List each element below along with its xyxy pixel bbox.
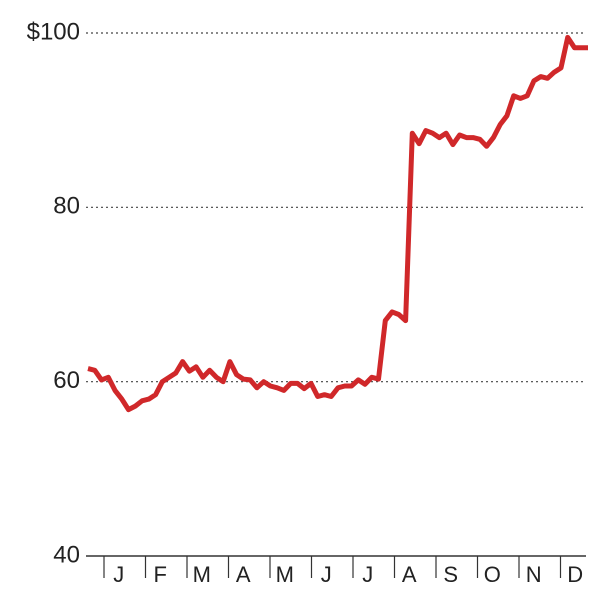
x-tick-label: N (526, 562, 542, 587)
x-tick-label: J (113, 562, 124, 587)
x-tick-label: A (236, 562, 251, 587)
y-tick-label: 80 (53, 193, 80, 220)
x-tick-label: M (276, 562, 294, 587)
x-tick-label: A (402, 562, 417, 587)
x-tick-label: J (362, 562, 373, 587)
y-tick-label: $100 (27, 18, 80, 45)
x-tick-label: D (567, 562, 583, 587)
x-tick-label: M (193, 562, 211, 587)
y-tick-label: 60 (53, 367, 80, 394)
x-tick-label: O (484, 562, 501, 587)
x-tick-label: F (154, 562, 167, 587)
x-tick-label: S (443, 562, 458, 587)
price-line (87, 34, 588, 413)
y-tick-label: 40 (53, 541, 80, 568)
x-tick-label: J (321, 562, 332, 587)
